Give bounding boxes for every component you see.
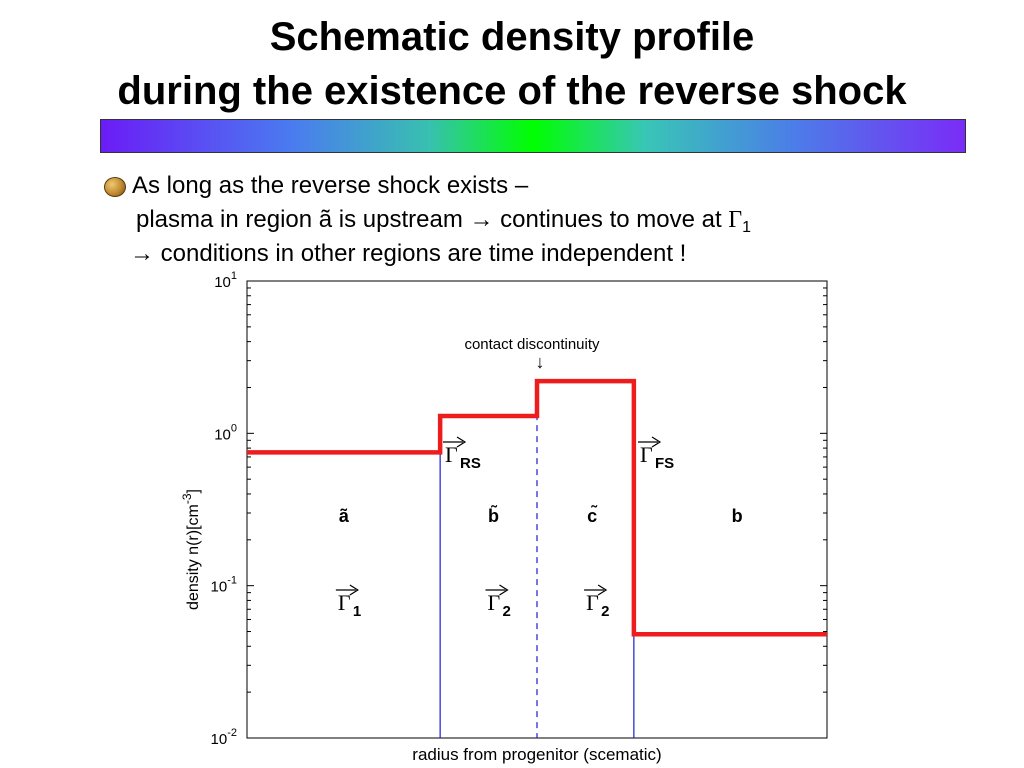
contact-discontinuity-label: contact discontinuity <box>464 336 600 353</box>
region-label: b̃ <box>488 504 499 526</box>
slide-title-line-1: Schematic density profile <box>269 15 755 59</box>
y-tick-label: 100 <box>214 422 237 443</box>
arrow-right-icon: → <box>469 206 494 233</box>
bullet-line-2-rest: continues to move at <box>493 206 729 233</box>
arrow-head-icon <box>597 584 608 596</box>
bullet-line-3: → conditions in other regions are time i… <box>130 240 686 268</box>
region-gamma-subscript: 2 <box>503 603 511 620</box>
arrow-head-icon <box>499 584 509 596</box>
region-label: c̃ <box>587 504 598 526</box>
gradient-divider-bar <box>100 119 966 153</box>
gamma-rs-subscript: RS <box>460 455 481 472</box>
region-gamma-subscript: 2 <box>601 603 609 620</box>
slide-title-line-2: during the existence of the reverse shoc… <box>117 69 907 113</box>
bullet-line-1: As long as the reverse shock exists – <box>132 172 529 199</box>
x-axis-label: radius from progenitor (scematic) <box>412 745 661 764</box>
region-label: ã <box>339 506 350 526</box>
gamma-symbol: Γ <box>728 207 743 233</box>
y-tick-label: 10-2 <box>211 727 237 748</box>
region-gamma-gamma: Γ <box>586 590 599 615</box>
bullet-line-2: plasma in region ã is upstream → continu… <box>136 206 751 242</box>
y-axis-label: density n(r)[cm-3] <box>180 489 202 610</box>
bullet-line-3-text: conditions in other regions are time ind… <box>154 240 687 267</box>
bullet-icon <box>104 177 126 197</box>
down-arrow-icon: ↓ <box>536 352 545 372</box>
gamma-subscript: 1 <box>742 219 752 236</box>
gamma-rs-gamma: Γ <box>445 442 458 467</box>
arrow-head-icon <box>349 584 359 596</box>
region-gamma-subscript: 1 <box>353 603 361 620</box>
arrow-head-icon <box>456 436 467 448</box>
density-profile-line <box>247 378 827 637</box>
region-gamma-gamma: Γ <box>488 590 501 615</box>
y-tick-label: 101 <box>214 270 237 291</box>
arrow-head-icon <box>651 436 662 448</box>
bullet-line-2-text: plasma in region ã is upstream <box>136 206 470 233</box>
y-tick-label: 10-1 <box>211 575 237 596</box>
region-gamma-gamma: Γ <box>338 590 351 615</box>
gamma-fs-gamma: Γ <box>640 442 653 467</box>
arrow-right-icon: → <box>130 240 154 267</box>
region-label: b <box>732 506 743 526</box>
gamma-fs-subscript: FS <box>655 455 674 472</box>
